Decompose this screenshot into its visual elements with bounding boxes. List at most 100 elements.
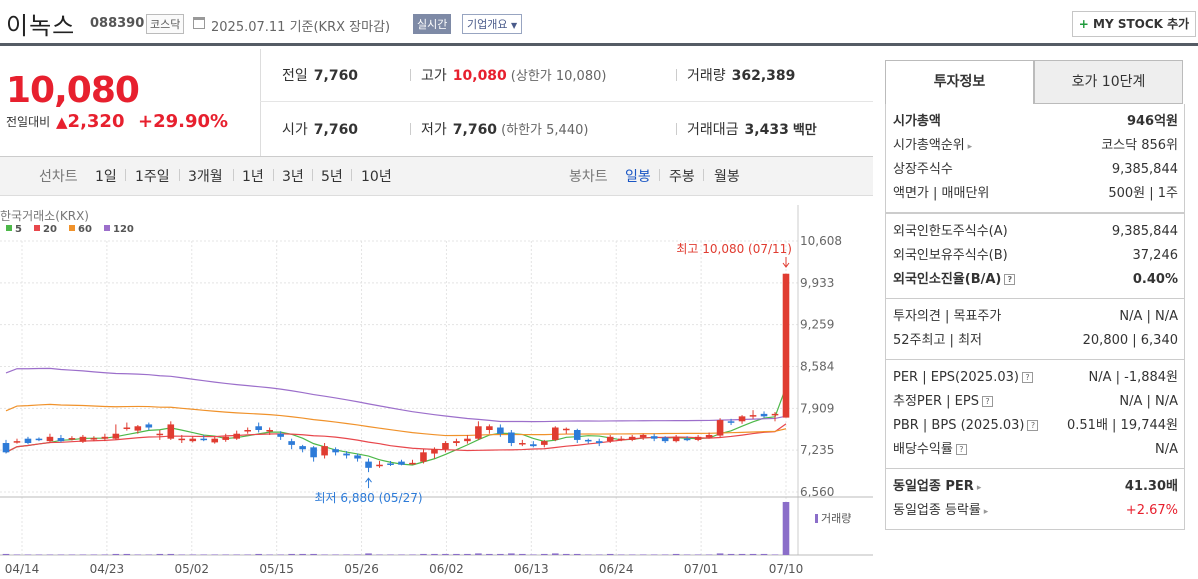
x-tick-label: 06/02	[429, 562, 464, 576]
tab-hoga[interactable]: 호가 10단계	[1034, 60, 1183, 104]
volume-bar	[167, 553, 175, 555]
ma-legend-swatch	[104, 225, 110, 231]
info-row: 시가총액 946억원	[886, 110, 1184, 134]
ma-legend-swatch	[6, 225, 12, 231]
divider	[260, 101, 873, 102]
period-10y[interactable]: 10년	[361, 169, 392, 185]
chart-toolbar	[0, 157, 873, 196]
candle-body	[13, 441, 21, 443]
summary-grid	[260, 49, 873, 156]
period-5y[interactable]: 5년	[321, 169, 343, 185]
candle-body	[749, 415, 757, 417]
volume-bar	[431, 553, 438, 555]
volume-bar	[299, 553, 306, 555]
volume-bar	[683, 554, 691, 555]
volume-bar	[409, 554, 416, 555]
x-tick-label: 05/26	[344, 562, 379, 576]
company-overview-button[interactable]: 기업개요 ▼	[462, 14, 523, 34]
y-tick-label: 9,259	[800, 318, 834, 332]
volume-bar	[442, 553, 449, 555]
candle-body	[683, 438, 691, 441]
volume-bar	[453, 553, 460, 555]
volume-bar	[145, 554, 153, 555]
period-1d[interactable]: 1일	[95, 169, 117, 185]
volume-bar	[497, 553, 504, 555]
volume-bar	[705, 554, 713, 555]
prev-close: 전일 7,760	[282, 68, 359, 84]
realtime-button[interactable]: 실시간	[413, 14, 452, 34]
info-group-2: 외국인한도주식수(A) 9,385,844 외국인보유주식수(B) 37,246 외국인…	[885, 213, 1185, 299]
ma-legend-label: 5	[15, 224, 22, 235]
info-row: 투자의견 | 목표주가 N/A | N/A	[886, 305, 1184, 329]
candle-body	[387, 463, 394, 465]
info-key: 시가총액순위 ▸	[893, 138, 973, 153]
x-tick-label: 04/14	[5, 562, 40, 576]
period-3m[interactable]: 3개월	[188, 169, 223, 185]
high-price: 고가 10,080 (상한가 10,080)	[421, 68, 607, 84]
candle-body	[354, 455, 361, 459]
candle-body	[112, 433, 120, 439]
period-1w[interactable]: 1주일	[135, 169, 170, 185]
volume-bar	[376, 554, 383, 555]
volume-bar	[255, 553, 262, 555]
volume-label: 거래량	[821, 512, 851, 525]
candle-body	[68, 438, 76, 440]
volume-bar	[694, 554, 702, 555]
volume-bar	[244, 554, 251, 555]
candlestick-chart[interactable]: 한국거래소(KRX)5 20 60 120 10,608 9,933 9,259 8,584 7…	[0, 205, 873, 579]
volume-bar	[288, 553, 295, 555]
volume-bar	[2, 553, 10, 555]
candle-body	[145, 424, 153, 428]
help-icon[interactable]: ?	[1021, 372, 1033, 383]
chevron-right-icon[interactable]: ▸	[973, 483, 982, 493]
y-tick-label: 7,909	[800, 401, 834, 415]
ma-line-60	[5, 403, 787, 437]
help-icon[interactable]: ?	[981, 396, 993, 407]
info-value: 0.51배 | 19,744원	[1067, 418, 1178, 433]
candle-body	[156, 433, 164, 436]
volume-bar	[562, 553, 570, 555]
candle-body	[771, 413, 779, 416]
candle-body	[266, 429, 273, 432]
info-row: PBR | BPS (2025.03)? 0.51배 | 19,744원	[886, 414, 1184, 438]
trade-amount: 거래대금 3,433 백만	[687, 122, 817, 138]
candle-body	[365, 461, 372, 468]
help-icon[interactable]: ?	[1004, 274, 1016, 285]
volume-bar	[90, 554, 98, 555]
volume-bar	[639, 554, 647, 555]
info-key: 52주최고 | 최저	[893, 333, 982, 348]
period-1y[interactable]: 1년	[242, 169, 264, 185]
chevron-down-icon: ▼	[510, 21, 518, 30]
mystock-add-button[interactable]: + MY STOCK 추가	[1072, 11, 1196, 37]
candle-daily[interactable]: 일봉	[625, 169, 651, 185]
tab-invest-info[interactable]: 투자정보	[885, 60, 1034, 104]
y-tick-label: 6,560	[800, 485, 834, 499]
volume-bar	[189, 554, 197, 555]
candle-monthly[interactable]: 월봉	[714, 169, 740, 185]
help-icon[interactable]: ?	[1027, 420, 1039, 431]
volume-bar	[332, 554, 339, 555]
help-icon[interactable]: ?	[955, 444, 967, 455]
candle-weekly[interactable]: 주봉	[669, 169, 695, 185]
candle-body	[233, 433, 240, 439]
info-value: 20,800 | 6,340	[1082, 333, 1178, 348]
volume-bar	[595, 554, 603, 555]
volume-bar	[552, 553, 559, 555]
candle-body	[178, 438, 186, 441]
candle-body	[628, 436, 636, 440]
volume-bar	[233, 554, 240, 555]
chevron-right-icon[interactable]: ▸	[980, 507, 989, 517]
candle-body	[541, 441, 548, 445]
chevron-right-icon[interactable]: ▸	[964, 142, 973, 152]
info-key: PBR | BPS (2025.03)?	[893, 414, 1039, 438]
period-3y[interactable]: 3년	[282, 169, 304, 185]
low-arrow-icon	[365, 477, 372, 489]
candle-body	[584, 439, 592, 442]
candle-body	[716, 420, 724, 436]
info-row: 액면가 | 매매단위 500원 | 1주	[886, 182, 1184, 206]
candle-body	[431, 449, 438, 454]
info-value: 코스닥 856위	[1101, 138, 1178, 153]
x-tick-label: 07/10	[769, 562, 804, 576]
candle-body	[530, 444, 537, 447]
volume-bar	[222, 554, 230, 555]
